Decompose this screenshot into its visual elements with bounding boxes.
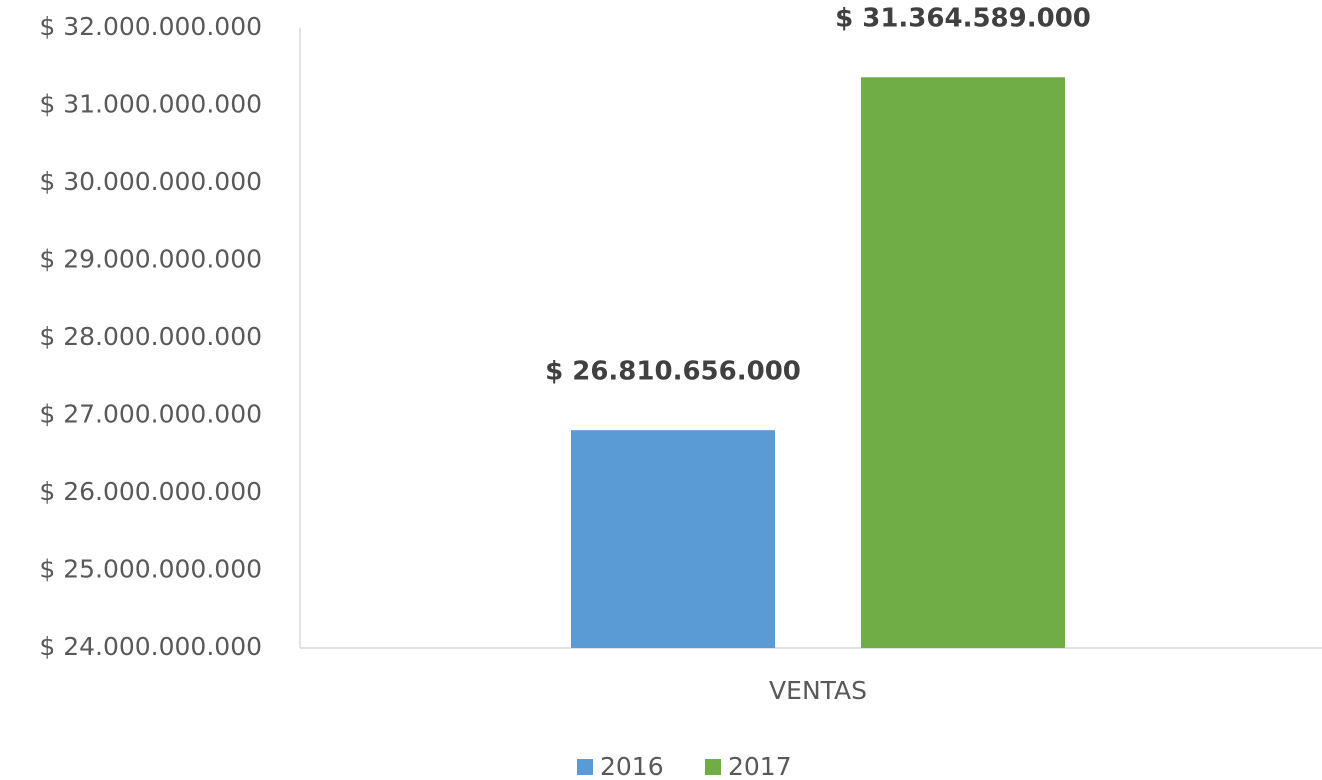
y-tick-label: $ 30.000.000.000 <box>39 167 262 196</box>
legend-label: 2016 <box>600 752 664 780</box>
bar <box>861 77 1065 648</box>
y-tick-label: $ 27.000.000.000 <box>39 400 262 429</box>
y-tick-label: $ 32.000.000.000 <box>39 12 262 41</box>
bar <box>571 430 775 648</box>
y-tick-label: $ 31.000.000.000 <box>39 90 262 119</box>
y-tick-label: $ 29.000.000.000 <box>39 245 262 274</box>
legend-swatch <box>577 759 593 775</box>
legend-label: 2017 <box>728 752 792 780</box>
x-tick-label: VENTAS <box>769 676 867 705</box>
legend-swatch <box>705 759 721 775</box>
y-tick-label: $ 26.000.000.000 <box>39 477 262 506</box>
data-label: $ 31.364.589.000 <box>835 4 1091 34</box>
data-label: $ 26.810.656.000 <box>545 357 801 387</box>
y-tick-label: $ 28.000.000.000 <box>39 322 262 351</box>
y-tick-label: $ 24.000.000.000 <box>39 632 262 661</box>
y-tick-label: $ 25.000.000.000 <box>39 555 262 584</box>
